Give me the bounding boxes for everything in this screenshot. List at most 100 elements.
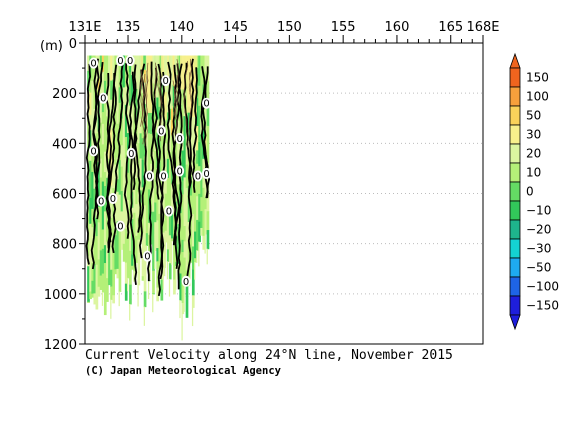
velocity-cell xyxy=(122,187,126,218)
velocity-cell xyxy=(154,151,157,178)
velocity-cell xyxy=(133,55,140,76)
zero-contour-line xyxy=(147,61,155,282)
velocity-cell xyxy=(170,183,174,209)
x-tick-label: 155 xyxy=(331,20,356,35)
velocity-cell xyxy=(99,177,103,196)
velocity-cell xyxy=(103,55,107,82)
velocity-cell xyxy=(160,55,164,79)
zero-label-bg xyxy=(96,195,106,207)
velocity-cell xyxy=(179,213,183,240)
zero-contour-label: 0 xyxy=(117,56,123,67)
velocity-cell xyxy=(204,132,208,159)
velocity-cell xyxy=(114,130,118,166)
velocity-cell xyxy=(147,222,151,236)
velocity-cell xyxy=(179,169,183,185)
velocity-cell xyxy=(166,249,170,262)
velocity-cell xyxy=(101,292,104,306)
velocity-cell xyxy=(87,55,90,72)
velocity-cell xyxy=(173,214,176,244)
velocity-cell xyxy=(110,286,113,300)
zero-contour-label: 0 xyxy=(90,146,96,157)
velocity-cell xyxy=(185,281,189,297)
velocity-cell xyxy=(116,221,120,252)
zero-label-bg xyxy=(159,170,169,182)
velocity-cell xyxy=(124,208,128,230)
velocity-cell xyxy=(156,261,160,288)
velocity-cell xyxy=(147,280,150,300)
colorbar-label: 50 xyxy=(526,109,541,123)
velocity-cell xyxy=(99,86,103,124)
velocity-cell xyxy=(131,265,134,270)
velocity-cell xyxy=(152,77,155,110)
velocity-cell xyxy=(114,235,118,270)
velocity-cell xyxy=(196,196,199,221)
velocity-cell xyxy=(180,55,187,90)
velocity-cell xyxy=(198,142,201,167)
zero-contour-label: 0 xyxy=(98,197,104,208)
velocity-cell xyxy=(126,172,130,189)
velocity-cell xyxy=(87,120,90,156)
velocity-cell xyxy=(183,257,187,287)
velocity-cell xyxy=(200,197,204,212)
velocity-cell xyxy=(168,263,172,280)
velocity-cell xyxy=(122,217,126,245)
velocity-cell xyxy=(183,241,187,259)
zero-contour-label: 0 xyxy=(166,207,172,218)
velocity-cell xyxy=(181,239,185,253)
velocity-cell xyxy=(101,112,105,125)
velocity-cell xyxy=(97,162,101,196)
velocity-cell xyxy=(156,168,160,195)
velocity-cell xyxy=(135,251,139,263)
velocity-cell xyxy=(168,119,172,153)
velocity-cell xyxy=(143,291,147,308)
colorbar-swatch xyxy=(509,238,521,259)
x-tick-label: 165 xyxy=(438,20,463,35)
velocity-cell xyxy=(133,192,136,214)
velocity-cell xyxy=(147,133,151,148)
velocity-cell xyxy=(206,230,210,250)
velocity-cell xyxy=(189,176,193,197)
zero-contour-label: 0 xyxy=(127,56,133,67)
colorbar-swatch xyxy=(509,219,521,240)
velocity-cell xyxy=(164,143,168,171)
velocity-cell xyxy=(110,235,113,271)
velocity-cell xyxy=(170,240,173,265)
zero-contour-line xyxy=(177,63,183,290)
velocity-cell xyxy=(126,277,129,292)
velocity-cell xyxy=(152,211,155,246)
velocity-cell xyxy=(168,183,172,208)
colorbar-swatch xyxy=(509,105,521,126)
velocity-cell xyxy=(93,173,97,190)
velocity-contour-line xyxy=(154,62,157,98)
velocity-cell xyxy=(156,85,160,99)
velocity-cell xyxy=(137,261,141,286)
colorbar-label: −150 xyxy=(526,299,559,313)
velocity-cell xyxy=(126,133,130,149)
velocity-cell xyxy=(89,197,92,225)
velocity-cell xyxy=(185,188,189,207)
velocity-cell xyxy=(173,242,176,281)
velocity-cell xyxy=(118,102,122,127)
velocity-cell xyxy=(181,302,185,315)
colorbar-swatch xyxy=(509,67,521,88)
zero-contour-line xyxy=(90,62,104,270)
velocity-cell xyxy=(166,216,170,250)
velocity-cell xyxy=(99,275,103,290)
velocity-cell xyxy=(99,122,103,160)
velocity-cell xyxy=(106,55,109,81)
velocity-cell xyxy=(103,245,107,264)
x-tick-label: 150 xyxy=(277,20,302,35)
zero-label-bg xyxy=(115,220,125,232)
velocity-cell xyxy=(93,188,97,221)
velocity-cell xyxy=(181,211,185,241)
velocity-cell xyxy=(198,193,201,223)
velocity-cell xyxy=(122,157,126,189)
colorbar-swatch xyxy=(509,86,521,107)
y-tick-label: 200 xyxy=(52,87,77,102)
velocity-cell xyxy=(93,263,97,294)
y-tick-label: 1000 xyxy=(44,288,77,303)
velocity-cell xyxy=(126,105,130,121)
velocity-cell xyxy=(168,235,172,264)
velocity-cell xyxy=(156,97,160,121)
zero-contour-label: 0 xyxy=(162,76,168,87)
